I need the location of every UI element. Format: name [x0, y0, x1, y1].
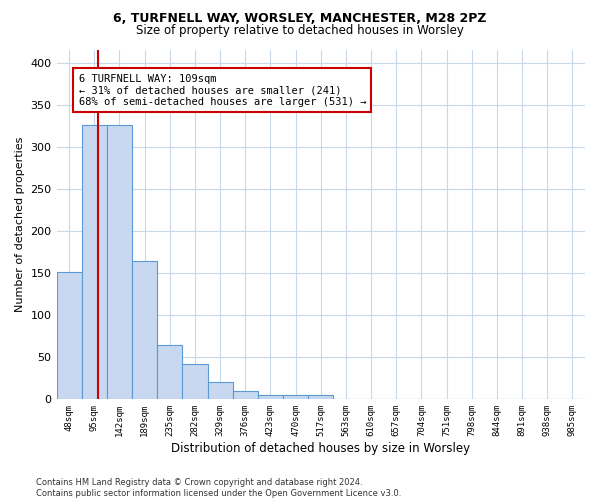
Bar [182, 364, 208, 400]
Text: Size of property relative to detached houses in Worsley: Size of property relative to detached ho… [136, 24, 464, 37]
Text: 6, TURFNELL WAY, WORSLEY, MANCHESTER, M28 2PZ: 6, TURFNELL WAY, WORSLEY, MANCHESTER, M2… [113, 12, 487, 26]
Bar [56, 272, 82, 400]
Bar [258, 395, 283, 400]
Bar [132, 262, 157, 400]
Y-axis label: Number of detached properties: Number of detached properties [15, 137, 25, 312]
Bar [308, 395, 334, 400]
Bar [208, 382, 233, 400]
Text: Contains HM Land Registry data © Crown copyright and database right 2024.
Contai: Contains HM Land Registry data © Crown c… [36, 478, 401, 498]
Bar [107, 125, 132, 400]
Bar [157, 346, 182, 400]
Bar [233, 391, 258, 400]
Text: 6 TURFNELL WAY: 109sqm
← 31% of detached houses are smaller (241)
68% of semi-de: 6 TURFNELL WAY: 109sqm ← 31% of detached… [79, 74, 366, 107]
Bar [283, 395, 308, 400]
Bar [82, 125, 107, 400]
X-axis label: Distribution of detached houses by size in Worsley: Distribution of detached houses by size … [171, 442, 470, 455]
